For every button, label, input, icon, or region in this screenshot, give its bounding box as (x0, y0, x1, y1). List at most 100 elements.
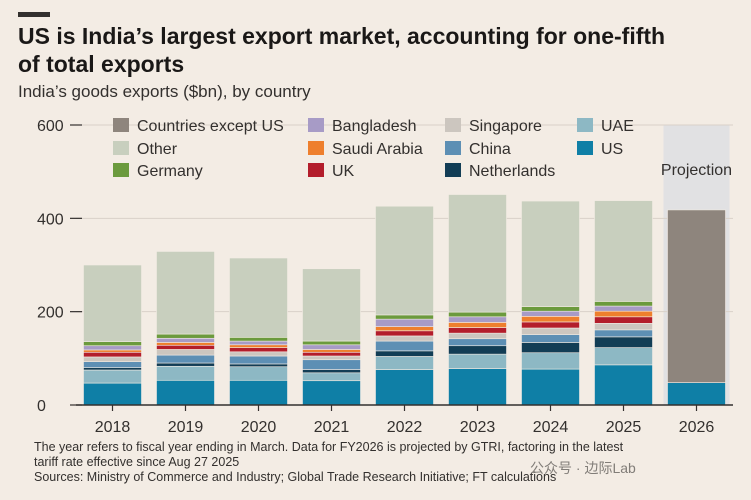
bar-segment-bangladesh-2021 (302, 344, 361, 350)
bar-segment-china-2019 (156, 354, 215, 364)
legend-label-us: US (601, 141, 623, 158)
x-tick-label-2026: 2026 (679, 419, 715, 436)
watermark: 公众号 · 边际Lab (530, 460, 636, 476)
bar-segment-saudi-arabia-2020 (229, 344, 288, 348)
bar-segment-germany-2023 (448, 311, 507, 318)
bar-segment-uk-2018 (83, 351, 142, 358)
legend-swatch-uk (308, 163, 324, 177)
bar-segment-singapore-2025 (594, 323, 653, 331)
bar-segment-other-2018 (83, 264, 142, 342)
legend-swatch-netherlands (445, 163, 461, 177)
bar-segment-bangladesh-2018 (83, 345, 142, 351)
y-tick-label-600: 600 (37, 118, 64, 135)
bar-segment-us-2025 (594, 364, 653, 406)
bar-segment-countries-except-us-2026 (667, 209, 726, 383)
y-tick-label-0: 0 (37, 398, 46, 415)
bar-segment-bangladesh-2025 (594, 305, 653, 312)
bar-segment-china-2018 (83, 361, 142, 368)
bar-segment-uk-2023 (448, 327, 507, 334)
legend-swatch-uae (577, 118, 593, 132)
footnote-line-1: The year refers to fiscal year ending in… (34, 440, 624, 454)
title-line-2: of total exports (18, 51, 185, 77)
legend-swatch-germany (113, 163, 129, 177)
legend-label-uae: UAE (601, 118, 634, 135)
x-tick-label-2020: 2020 (241, 419, 277, 436)
bar-segment-china-2023 (448, 338, 507, 347)
bar-segment-germany-2020 (229, 337, 288, 342)
bar-segment-china-2024 (521, 334, 580, 343)
legend-label-germany: Germany (137, 163, 203, 180)
legend-label-saudi-arabia: Saudi Arabia (332, 141, 423, 158)
bar-segment-other-2021 (302, 268, 361, 342)
footnote: The year refers to fiscal year ending in… (34, 440, 734, 485)
stacked-bar-chart: 0 200 400 600 2018 2019 2020 2021 2022 2023 2024 20… (37, 118, 733, 436)
bar-segment-uae-2023 (448, 353, 507, 369)
title-line-1: US is India’s largest export market, acc… (18, 23, 666, 49)
x-tick-label-2025: 2025 (606, 419, 642, 436)
legend-swatch-us (577, 141, 593, 155)
bar-segment-bangladesh-2022 (375, 318, 434, 327)
legend-label-uk: UK (332, 163, 355, 180)
bar-segment-uae-2020 (229, 366, 288, 381)
bar-segment-netherlands-2022 (375, 350, 434, 357)
bar-segment-netherlands-2024 (521, 342, 580, 354)
legend-swatch-bangladesh (308, 118, 324, 132)
bar-segment-us-2022 (375, 369, 434, 406)
bar-segment-germany-2024 (521, 306, 580, 312)
legend-swatch-other (113, 141, 129, 155)
bar-segment-uae-2022 (375, 356, 434, 370)
bar-segment-uk-2025 (594, 316, 653, 324)
bar-segment-uk-2021 (302, 351, 361, 357)
bar-segment-china-2022 (375, 340, 434, 352)
x-tick-label-2021: 2021 (314, 419, 350, 436)
bar-segment-germany-2022 (375, 314, 434, 320)
bar-segment-netherlands-2023 (448, 345, 507, 355)
title-rule (18, 12, 50, 17)
bar-segment-saudi-arabia-2018 (83, 349, 142, 353)
bar-segment-singapore-2018 (83, 356, 142, 362)
bar-segment-uae-2018 (83, 369, 142, 384)
bar-segment-saudi-arabia-2022 (375, 326, 434, 332)
bar-segment-singapore-2020 (229, 351, 288, 357)
bar-segment-netherlands-2025 (594, 336, 653, 348)
legend-label-countries-except-us: Countries except US (137, 118, 284, 135)
x-tick-label-2022: 2022 (387, 419, 423, 436)
bar-segment-us-2019 (156, 379, 215, 406)
bar-segment-singapore-2022 (375, 335, 434, 342)
bar-segment-uk-2020 (229, 347, 288, 353)
chart-subtitle: India’s goods exports ($bn), by country (18, 82, 311, 101)
sources-note: Sources: Ministry of Commerce and Indust… (34, 470, 557, 484)
bar-segment-uk-2024 (521, 321, 580, 329)
bar-segment-uae-2021 (302, 372, 361, 382)
bar-segment-us-2021 (302, 380, 361, 406)
bar-segment-uae-2025 (594, 347, 653, 366)
bar-segment-saudi-arabia-2021 (302, 349, 361, 353)
bar-segment-netherlands-2021 (302, 369, 361, 374)
bar-segment-other-2024 (521, 200, 580, 307)
bar-segment-bangladesh-2019 (156, 337, 215, 343)
bar-segment-uk-2019 (156, 344, 215, 350)
bar-segment-saudi-arabia-2024 (521, 316, 580, 323)
bar-segment-saudi-arabia-2025 (594, 310, 653, 318)
bar-segment-singapore-2023 (448, 332, 507, 340)
projection-label: Projection (661, 162, 732, 179)
x-tick-label-2023: 2023 (460, 419, 496, 436)
x-tick-label-2024: 2024 (533, 419, 569, 436)
legend-label-bangladesh: Bangladesh (332, 118, 417, 135)
bar-segment-saudi-arabia-2023 (448, 322, 507, 328)
bar-segment-uae-2024 (521, 352, 580, 370)
legend-label-netherlands: Netherlands (469, 163, 555, 180)
bar-segment-us-2026 (667, 382, 726, 406)
bar-segment-singapore-2019 (156, 349, 215, 356)
bar-segment-netherlands-2020 (229, 363, 288, 368)
page-title: US is India’s largest export market, acc… (18, 22, 738, 78)
bar-segment-bangladesh-2020 (229, 340, 288, 346)
footnote-line-2: tariff rate effective since Aug 27 2025 (34, 455, 240, 469)
bar-segment-germany-2025 (594, 301, 653, 307)
bar-segment-china-2025 (594, 329, 653, 338)
bar-segment-uk-2022 (375, 330, 434, 337)
bar-segment-germany-2021 (302, 340, 361, 346)
bar-segment-china-2021 (302, 359, 361, 370)
bar-segment-other-2019 (156, 251, 215, 335)
bar-segment-singapore-2024 (521, 327, 580, 335)
